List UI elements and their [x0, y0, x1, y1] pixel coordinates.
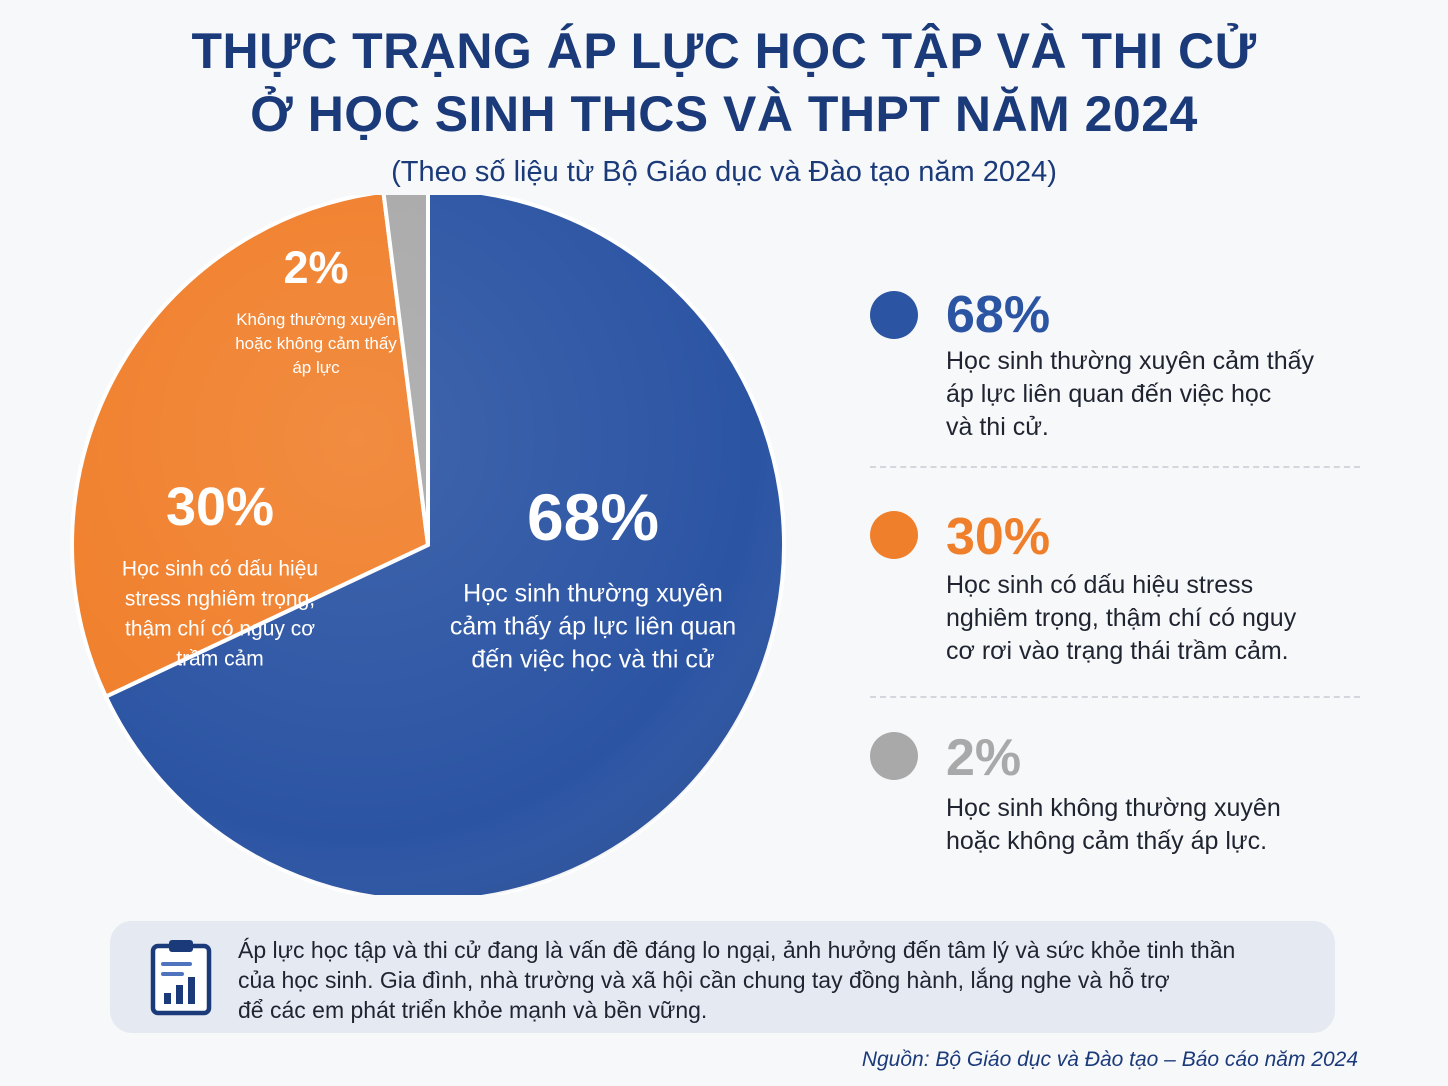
legend-dot-gray — [870, 732, 918, 780]
slice-percent-label: 30% — [166, 477, 274, 537]
slice-percent-label: 2% — [283, 242, 348, 293]
pie-chart: 68% Học sinh thường xuyên cảm thấy áp lực … — [70, 195, 786, 895]
slice-description-label: cảm thấy áp lực liên quan — [450, 612, 736, 640]
note-text: Áp lực học tập và thi cử đang là vấn đề … — [238, 937, 1236, 1023]
slice-description-label: stress nghiêm trọng, — [125, 588, 315, 611]
legend-description: Học sinh không thường xuyên hoặc không c… — [946, 794, 1281, 855]
legend-percent: 68% — [946, 286, 1051, 344]
legend-percent: 2% — [946, 729, 1022, 787]
slice-description-label: áp lực — [292, 358, 340, 377]
slice-description-label: đến việc học và thi cử — [471, 645, 714, 673]
slice-description-label: trầm cảm — [176, 648, 264, 671]
slice-description-label: hoặc không cảm thấy — [235, 334, 397, 353]
note-box: Áp lực học tập và thi cử đang là vấn đề … — [110, 921, 1335, 1033]
page-subtitle: (Theo số liệu từ Bộ Giáo dục và Đào tạo … — [391, 156, 1057, 188]
legend-description: Học sinh có dấu hiệu stress nghiêm trọng… — [946, 571, 1297, 665]
source-citation: Nguồn: Bộ Giáo dục và Đào tạo – Báo cáo … — [861, 1048, 1358, 1071]
legend-divider — [870, 466, 1360, 468]
page-title-line2: Ở HỌC SINH THCS VÀ THPT NĂM 2024 — [250, 86, 1198, 142]
slice-description-label: Học sinh thường xuyên — [463, 579, 723, 607]
slice-description-label: Không thường xuyên — [236, 310, 396, 329]
legend-dot-blue — [870, 291, 918, 339]
legend-divider — [870, 696, 1360, 698]
slice-percent-label: 68% — [527, 480, 659, 554]
page-title-line1: THỰC TRẠNG ÁP LỰC HỌC TẬP VÀ THI CỬ — [191, 23, 1257, 79]
clipboard-chart-icon — [150, 940, 212, 1016]
slice-description-label: Học sinh có dấu hiệu — [122, 558, 318, 581]
legend-description: Học sinh thường xuyên cảm thấy áp lực li… — [946, 347, 1315, 441]
slice-description-label: thậm chí có nguy cơ — [125, 618, 315, 641]
legend-dot-orange — [870, 511, 918, 559]
legend-percent: 30% — [946, 508, 1051, 566]
